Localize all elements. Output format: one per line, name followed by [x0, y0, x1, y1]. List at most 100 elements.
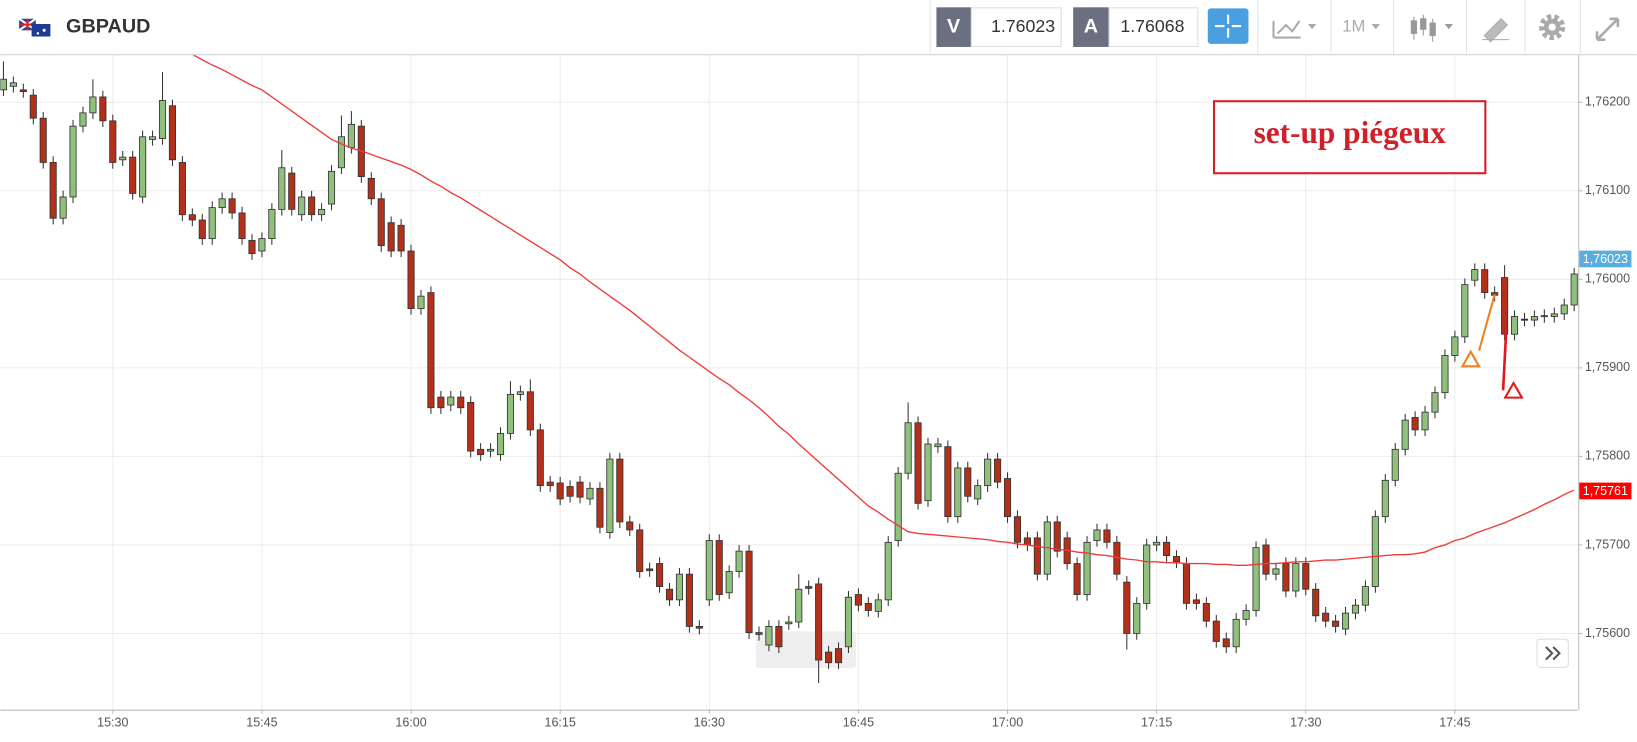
draw-button[interactable] — [1482, 18, 1510, 43]
annotation-box — [1212, 100, 1487, 175]
candle-body — [89, 96, 97, 114]
flag-icon — [18, 17, 51, 37]
fullscreen-button[interactable] — [1595, 17, 1620, 41]
toolbar-bg — [0, 0, 1637, 55]
candle-body — [1202, 602, 1210, 622]
candle-body — [656, 563, 664, 587]
candle-body — [1302, 563, 1310, 590]
candle-body — [228, 198, 236, 214]
x-tick-label: 16:30 — [694, 716, 725, 730]
candle-body — [1391, 448, 1399, 481]
candle-body — [1192, 599, 1200, 604]
candle-body — [874, 599, 882, 612]
x-tick-label: 15:45 — [246, 716, 277, 730]
candle-body — [1540, 315, 1548, 318]
candle-body — [1451, 336, 1459, 356]
candle-body — [397, 224, 405, 252]
candle-body — [457, 396, 465, 409]
annotation: set-up piégeux — [1254, 115, 1446, 150]
candle-body — [119, 156, 127, 161]
candle-body — [1322, 612, 1330, 622]
candle-body — [258, 238, 266, 252]
candle-body — [139, 136, 147, 198]
y-tick-label: 1,75600 — [1585, 626, 1630, 640]
candle-body — [864, 602, 872, 611]
candle-body — [1053, 521, 1061, 552]
candle-body — [695, 625, 703, 629]
indicators-button[interactable] — [1272, 20, 1317, 39]
candle-body — [1431, 392, 1439, 413]
candle-body — [616, 458, 624, 523]
x-tick-label: 17:30 — [1290, 716, 1321, 730]
candle-body — [327, 170, 336, 205]
plot — [0, 55, 1578, 684]
candle-body — [725, 571, 733, 594]
candle-body — [785, 621, 793, 625]
candle-body — [974, 485, 982, 500]
candle-body — [1292, 563, 1300, 592]
candle-body — [268, 208, 276, 240]
chart-type-button[interactable] — [1410, 14, 1454, 42]
buy-price[interactable]: 1.76068 — [1120, 16, 1184, 36]
candle-body — [884, 541, 892, 601]
candle-body — [129, 156, 137, 194]
candle-body — [924, 443, 932, 502]
candle-body — [427, 292, 435, 409]
candle-body — [1272, 568, 1280, 575]
candle-body — [377, 198, 385, 247]
candle-body — [1222, 638, 1230, 648]
candle-body — [158, 100, 167, 139]
timeframe[interactable]: 1M — [1342, 17, 1365, 36]
candle-body — [1510, 316, 1519, 335]
crosshair-icon — [1215, 14, 1242, 38]
candle-body — [1003, 478, 1012, 518]
sell-label[interactable]: V — [947, 15, 961, 37]
settings-button[interactable] — [1539, 14, 1566, 41]
candle-body — [1212, 620, 1220, 642]
candle-body — [1033, 537, 1041, 575]
crosshair-button[interactable] — [1207, 8, 1249, 44]
candle-body — [1401, 419, 1409, 450]
sell-price-box[interactable] — [970, 7, 1062, 47]
candle-body — [546, 481, 554, 487]
candle-body — [984, 458, 992, 487]
y-tick-label: 1,76000 — [1585, 272, 1630, 286]
buy-button[interactable] — [1073, 7, 1109, 47]
average-price-tag-label: 1,75761 — [1583, 484, 1628, 498]
candle-body — [735, 550, 743, 572]
candle-body — [367, 177, 375, 200]
candle-body — [1262, 544, 1270, 575]
candle-body — [1083, 541, 1091, 595]
sell-price[interactable]: 1.76023 — [991, 16, 1055, 36]
candle-body — [606, 458, 614, 533]
candle-body — [1560, 304, 1568, 315]
buy-label[interactable]: A — [1084, 15, 1098, 37]
candle-body — [705, 540, 713, 601]
candle-body — [516, 391, 524, 395]
candle-body — [626, 521, 634, 531]
candle-body — [685, 573, 693, 627]
y-tick-label: 1,75800 — [1585, 449, 1630, 463]
candle-body — [1023, 537, 1031, 546]
candle-body — [218, 198, 226, 209]
candle-body — [1530, 316, 1538, 321]
candle-body — [576, 481, 584, 498]
candle-body — [149, 136, 157, 140]
candle-body — [1242, 610, 1250, 620]
buy-price-box[interactable] — [1108, 7, 1199, 47]
candle-body — [496, 432, 505, 456]
candle-body — [1143, 544, 1151, 604]
sell-button[interactable] — [936, 7, 971, 47]
candle-body — [1341, 612, 1350, 630]
candle-body — [894, 472, 902, 541]
candle-body — [1421, 411, 1429, 431]
candle-body — [755, 632, 763, 635]
candle-body — [308, 196, 316, 216]
average-price-tag — [1579, 482, 1632, 500]
grid — [0, 55, 1579, 710]
candle-body — [1252, 547, 1260, 611]
candle-body — [109, 120, 117, 163]
candle-body — [636, 529, 644, 572]
candle-body — [834, 648, 843, 664]
scroll-right-icon — [1545, 646, 1561, 661]
